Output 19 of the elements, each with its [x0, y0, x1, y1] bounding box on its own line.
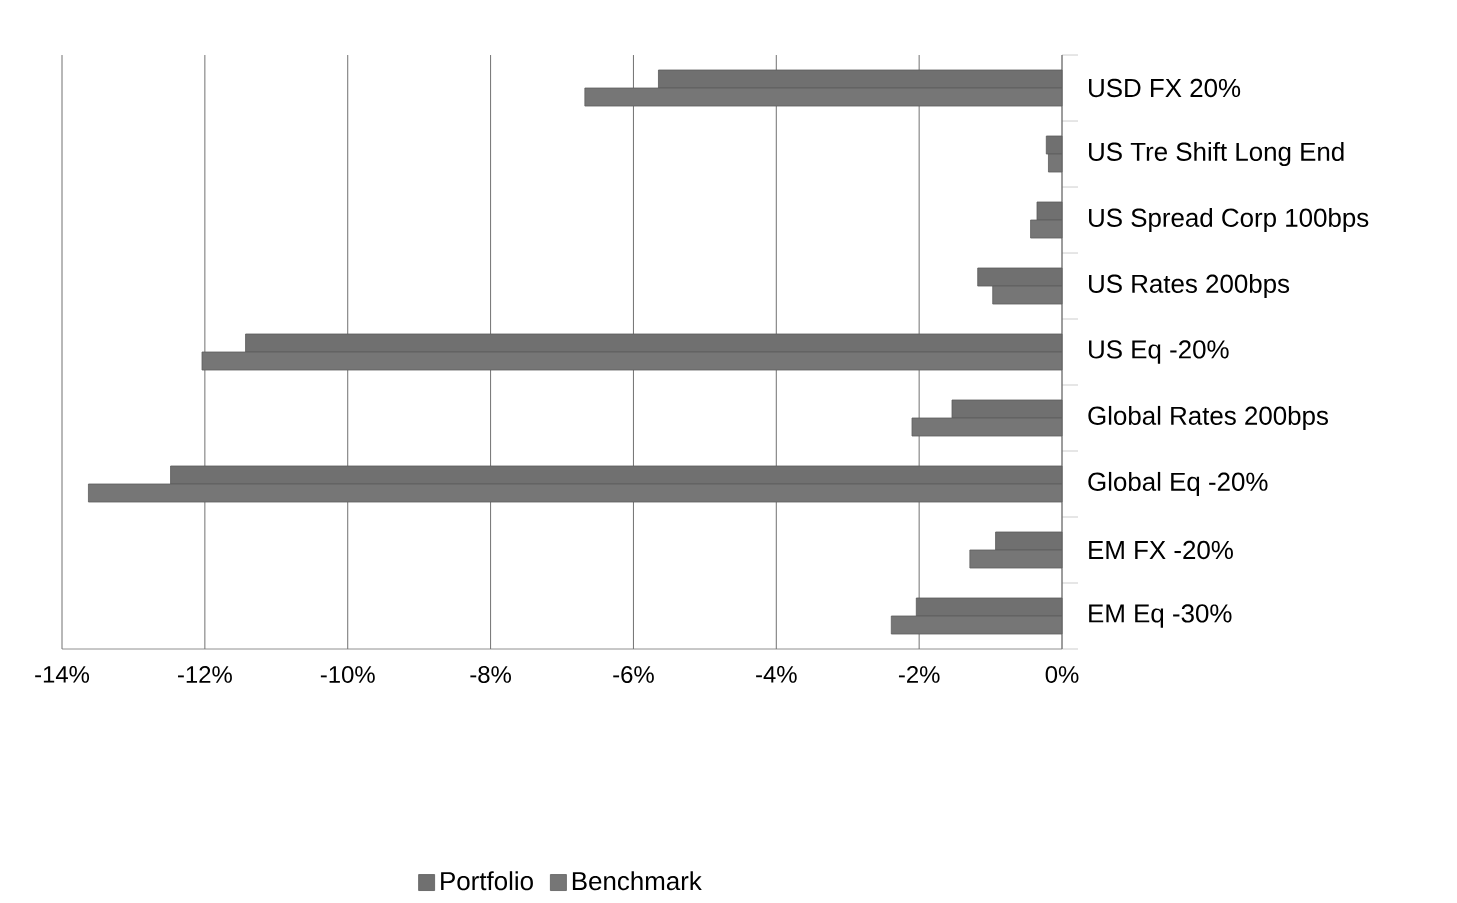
y-tick-label: Global Eq -20% — [1088, 471, 1268, 497]
legend-label: Benchmark — [572, 871, 702, 891]
y-tick-label: US Eq -20% — [1089, 340, 1229, 364]
y-tick-label: US Tre Shift Long End — [1089, 141, 1344, 167]
y-tick-label: EM Eq -30% — [1089, 604, 1232, 628]
y-tick-label: USD FX 20% — [1089, 78, 1241, 98]
y-tick-label: EM FX -20% — [1089, 540, 1233, 560]
x-tick-label: -10% — [320, 666, 375, 683]
x-tick-label: -6% — [613, 666, 654, 683]
x-tick-label: -12% — [178, 666, 232, 683]
x-tick-label: -14% — [35, 666, 90, 683]
y-tick-label: US Rates 200bps — [1089, 273, 1290, 299]
x-tick-label: -8% — [470, 666, 511, 683]
y-tick-label: US Spread Corp 100bps — [1089, 207, 1369, 233]
x-tick-label: 0% — [1045, 666, 1079, 683]
legend-label: Portfolio — [441, 871, 533, 891]
x-tick-label: -4% — [756, 666, 797, 683]
x-tick-label: -2% — [898, 666, 940, 683]
y-tick-label: Global Rates 200bps — [1088, 405, 1328, 431]
